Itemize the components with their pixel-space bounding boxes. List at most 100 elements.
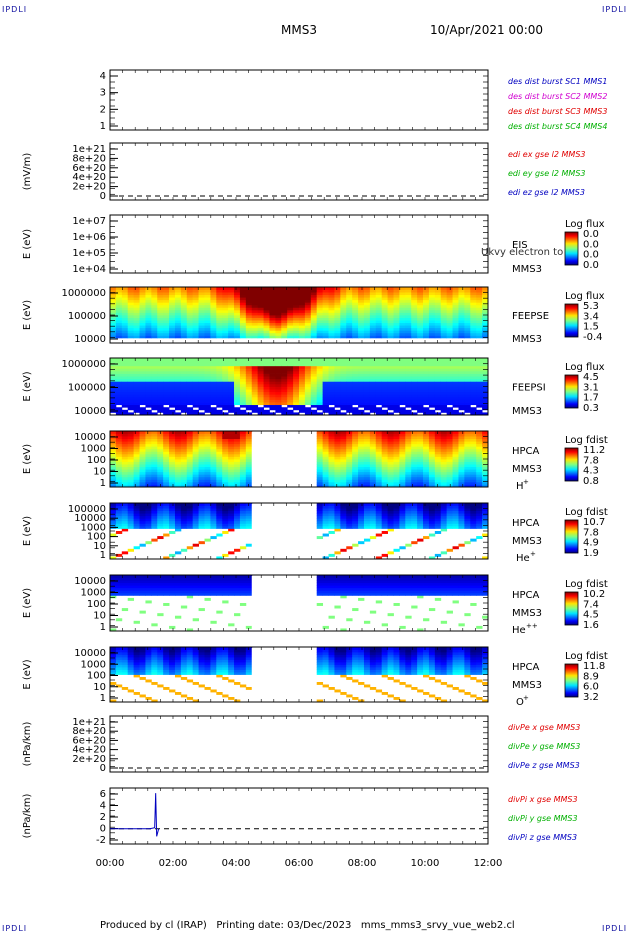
spectrogram-cell: [340, 394, 347, 398]
spectrogram-cell: [228, 322, 235, 326]
spectrogram-cell: [405, 368, 412, 372]
spectrogram-cell: [476, 469, 483, 473]
spectrogram-cell: [127, 386, 135, 390]
spectrogram-cell: [452, 520, 459, 524]
spectrogram-cell: [322, 404, 329, 408]
spectrogram-cell: [405, 520, 412, 524]
spectrogram-cell: [440, 289, 448, 293]
spectrogram-cell: [399, 446, 406, 450]
spectrogram-cell: [346, 520, 353, 524]
spectrogram-cell: [346, 436, 353, 440]
spectrogram-cell: [381, 289, 388, 293]
spectrogram-cell: [464, 363, 471, 367]
spectrogram-cell: [363, 363, 371, 367]
spectrogram-cell: [139, 402, 146, 406]
spectrogram-cell: [482, 368, 489, 372]
spectrogram-cell: [228, 396, 235, 400]
spectrogram-cell: [476, 297, 483, 301]
spectrogram-cell: [405, 443, 412, 447]
spectrogram-cell: [482, 471, 489, 475]
spectrogram-cell: [145, 378, 152, 382]
spectrogram-cell: [363, 481, 371, 485]
spectrogram-cell: [139, 368, 146, 372]
spectrogram-cell: [310, 391, 318, 395]
spectrogram-cell: [316, 510, 324, 514]
spectrogram-cell: [239, 370, 247, 374]
spectrogram-cell: [174, 474, 182, 478]
instrument-label: FEEPSE: [512, 311, 549, 322]
spectrogram-cell: [417, 451, 424, 455]
spectrogram-cell: [334, 436, 341, 440]
spectrogram-cell: [340, 360, 347, 364]
spectrogram-cell: [257, 315, 264, 318]
spectrogram-cell: [316, 503, 324, 506]
spectrogram-cell: [198, 381, 205, 385]
spectrogram-cell: [393, 363, 400, 367]
spectrogram-cell: [245, 474, 253, 478]
spectrogram-cell: [139, 471, 146, 475]
spectrogram-cell: [399, 436, 406, 440]
spectrogram-cell: [204, 538, 211, 542]
spectrogram-cell: [352, 304, 359, 308]
spectrogram-cell: [458, 476, 465, 480]
spectrogram-cell: [352, 381, 359, 385]
spectrogram-cell: [393, 335, 400, 339]
spectrogram-cell: [340, 325, 347, 329]
spectrogram-cell: [186, 368, 194, 372]
spectrogram-cell: [393, 287, 400, 290]
spectrogram-cell: [169, 302, 176, 306]
spectrogram-cell: [115, 433, 123, 437]
spectrogram-cell: [216, 433, 223, 437]
spectrogram-cell: [452, 312, 459, 316]
spectrogram-cell: [399, 484, 406, 488]
spectrogram-cell: [139, 503, 146, 506]
spectrogram-cell: [440, 363, 448, 367]
spectrogram-cell: [340, 389, 347, 393]
spectrogram-cell: [151, 523, 158, 527]
spectrogram-cell: [245, 368, 253, 372]
spectrogram-cell: [139, 461, 146, 465]
spectrogram-cell: [405, 503, 412, 506]
spectrogram-cell: [375, 389, 383, 393]
spectrogram-cell: [482, 325, 489, 329]
spectrogram-cell: [458, 381, 465, 385]
spectrogram-cell: [133, 479, 140, 483]
spectrogram-cell: [369, 436, 377, 440]
spectrogram-cell: [369, 479, 377, 483]
spectrogram-cell: [310, 292, 318, 296]
spectrogram-cell: [476, 466, 483, 470]
spectrogram-cell: [340, 302, 347, 306]
spectrogram-cell: [304, 332, 312, 336]
spectrogram-cell: [169, 508, 176, 512]
spectrogram-cell: [375, 383, 383, 387]
spectrogram-cell: [387, 289, 394, 293]
spectrogram-cell: [228, 307, 235, 311]
spectrogram-cell: [304, 376, 312, 380]
spectrogram-cell: [399, 365, 406, 369]
spectrogram-cell: [180, 505, 188, 509]
spectrogram-cell: [440, 302, 448, 306]
spectrogram-cell: [446, 513, 453, 517]
spectrogram-cell: [322, 315, 329, 318]
spectrogram-cell: [263, 330, 270, 334]
spectrogram-cell: [482, 459, 489, 462]
spectrogram-cell: [387, 320, 394, 324]
spectrogram-cell: [387, 378, 394, 382]
spectrogram-cell: [387, 456, 394, 460]
spectrogram-cell: [275, 332, 282, 336]
spectrogram-cell: [440, 332, 448, 336]
spectrogram-cell: [434, 513, 442, 517]
spectrogram-cell: [417, 409, 424, 413]
spectrogram-cell: [210, 523, 217, 527]
spectrogram-cell: [375, 464, 383, 468]
spectrogram-cell: [322, 320, 329, 324]
spectrogram-cell: [228, 471, 235, 475]
spectrogram-cell: [293, 299, 300, 303]
spectrogram-cell: [328, 358, 335, 361]
spectrogram-cell: [269, 368, 276, 372]
spectrogram-cell: [387, 327, 394, 331]
spectrogram-cell: [180, 389, 188, 393]
spectrogram-cell: [340, 446, 347, 450]
spectrogram-cell: [346, 325, 353, 329]
spectrogram-cell: [346, 453, 353, 457]
